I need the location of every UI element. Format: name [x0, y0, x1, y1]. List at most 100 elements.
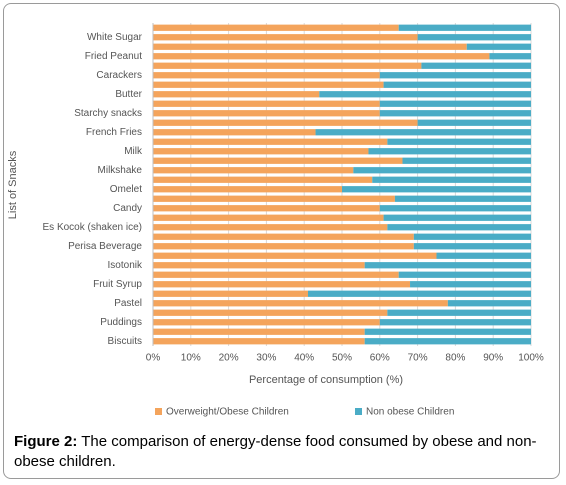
y-tick-label: Butter	[115, 89, 142, 100]
y-tick-label: Pastel	[114, 298, 142, 309]
bar-segment	[153, 148, 369, 155]
bar-segment	[153, 176, 373, 183]
y-tick-label: Puddings	[100, 317, 142, 328]
y-tick-label: Carackers	[96, 70, 142, 81]
bar-segment	[153, 252, 437, 259]
bar-segment	[153, 290, 308, 297]
bar-segment	[153, 138, 388, 145]
bar-segment	[153, 81, 384, 88]
bar-segment	[153, 110, 380, 117]
bar-segment	[466, 43, 531, 50]
bar-segment	[153, 309, 388, 316]
y-tick-label: French Fries	[86, 127, 142, 138]
bar-segment	[153, 328, 365, 335]
bar-segment	[153, 224, 388, 231]
x-tick-label: 90%	[483, 353, 503, 364]
x-tick-label: 80%	[445, 353, 465, 364]
bar-segment	[153, 157, 403, 164]
bar-segment	[153, 129, 316, 136]
bar-segment	[153, 62, 422, 69]
bar-segment	[153, 233, 414, 240]
caption-text: The comparison of energy-dense food cons…	[14, 433, 537, 470]
bar-segment	[364, 328, 531, 335]
caption-label: Figure 2:	[14, 433, 78, 450]
legend-swatch	[155, 408, 162, 415]
y-tick-label: Biscuits	[108, 336, 142, 347]
bar-segment	[402, 157, 531, 164]
bar-segment	[153, 214, 384, 221]
bar-segment	[353, 167, 531, 174]
bar-segment	[417, 119, 531, 126]
bar-segment	[387, 224, 531, 231]
y-tick-label: Starchy snacks	[74, 108, 142, 119]
bar-segment	[489, 53, 531, 60]
bar-segment	[447, 300, 531, 307]
legend-label: Overweight/Obese Children	[166, 407, 289, 418]
bar-segment	[421, 62, 531, 69]
bar-segment	[153, 319, 380, 326]
bar-segment	[342, 186, 531, 193]
bar-segment	[368, 148, 531, 155]
bar-segment	[364, 338, 531, 345]
bar-segment	[372, 176, 531, 183]
bar-segment	[379, 205, 531, 212]
bar-segment	[383, 214, 531, 221]
chart: Percentage of consumption (%) List of Sn…	[7, 23, 544, 418]
bar-segment	[153, 300, 448, 307]
y-tick-label: Milkshake	[98, 165, 143, 176]
bar-segment	[153, 243, 414, 250]
bar-segment	[383, 81, 531, 88]
x-tick-label: 50%	[332, 353, 352, 364]
bar-segment	[153, 167, 354, 174]
x-axis-title: Percentage of consumption (%)	[249, 374, 403, 386]
x-tick-label: 40%	[294, 353, 314, 364]
bar-segment	[319, 91, 531, 98]
frame	[3, 3, 560, 479]
bar-segment	[153, 195, 395, 202]
x-tick-label: 100%	[518, 353, 544, 364]
bar-segment	[417, 34, 531, 41]
bar-segment	[153, 205, 380, 212]
y-axis-title: List of Snacks	[7, 150, 19, 219]
bar-segment	[153, 281, 411, 288]
bar-segment	[153, 186, 342, 193]
bar-segment	[436, 252, 531, 259]
y-tick-label: Isotonik	[108, 260, 143, 271]
x-tick-label: 0%	[146, 353, 161, 364]
x-tick-label: 70%	[408, 353, 428, 364]
y-tick-label: Candy	[113, 203, 142, 214]
bar-segment	[153, 100, 380, 107]
bar-segment	[153, 91, 320, 98]
bar-segment	[398, 271, 531, 278]
y-tick-label: Omelet	[110, 184, 142, 195]
bar-segment	[153, 24, 399, 31]
bar-segment	[394, 195, 531, 202]
bar-segment	[398, 24, 531, 31]
y-tick-label: Perisa Beverage	[68, 241, 142, 252]
x-tick-label: 60%	[370, 353, 390, 364]
y-tick-label: Fruit Syrup	[93, 279, 142, 290]
y-tick-label: Es Kocok (shaken ice)	[43, 222, 143, 233]
bar-segment	[387, 138, 531, 145]
bar-segment	[153, 262, 365, 269]
y-tick-label: White Sugar	[87, 32, 143, 43]
legend-label: Non obese Children	[366, 407, 454, 418]
bar-segment	[153, 338, 365, 345]
x-tick-label: 20%	[219, 353, 239, 364]
legend-swatch	[355, 408, 362, 415]
bar-segment	[315, 129, 531, 136]
bar-segment	[153, 43, 467, 50]
x-tick-label: 10%	[181, 353, 201, 364]
bar-segment	[307, 290, 531, 297]
bar-segment	[153, 34, 418, 41]
bar-segment	[364, 262, 531, 269]
y-tick-label: Fried Peanut	[85, 51, 142, 62]
bar-segment	[379, 72, 531, 79]
x-tick-label: 30%	[256, 353, 276, 364]
caption: Figure 2: The comparison of energy-dense…	[14, 432, 554, 472]
bar-segment	[413, 243, 531, 250]
y-tick-label: Milk	[124, 146, 143, 157]
bar-segment	[153, 119, 418, 126]
bar-segment	[153, 72, 380, 79]
bar-segment	[153, 271, 399, 278]
